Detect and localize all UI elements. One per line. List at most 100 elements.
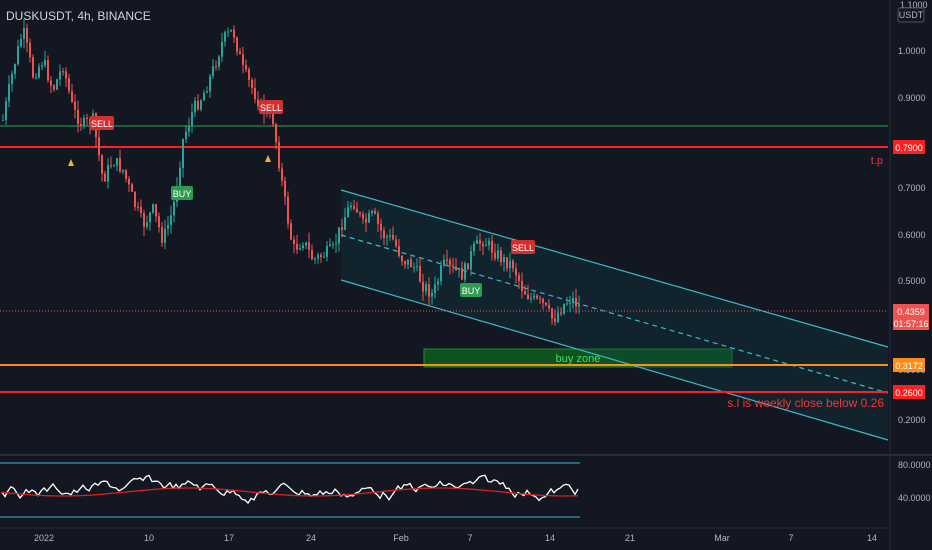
candle-body (332, 244, 334, 246)
candle-body (500, 250, 502, 263)
candle-body (524, 291, 526, 295)
candle-body (467, 263, 469, 270)
candle-body (245, 64, 247, 70)
candle-body (350, 205, 352, 208)
current-price-text: 0.4359 (897, 307, 925, 317)
candle-body (149, 212, 151, 223)
candle-body (158, 216, 160, 228)
candle-body (548, 304, 550, 309)
candle-body (209, 75, 211, 92)
candle-body (26, 28, 28, 43)
candle-body (470, 251, 472, 270)
candle-body (365, 218, 367, 223)
candle-body (446, 259, 448, 261)
sell-tag-1[interactable]: SELL (90, 116, 114, 130)
currency-box[interactable] (897, 7, 925, 23)
candle-body (527, 294, 529, 300)
channel-mid-line[interactable] (340, 234, 889, 394)
candle-body (272, 112, 274, 125)
buy-tag-1-text: BUY (173, 189, 192, 199)
candle-body (572, 297, 574, 303)
buy-zone-price-tag (893, 358, 925, 372)
candle-body (14, 64, 16, 74)
candle-body (335, 243, 337, 245)
date-label-0: 2022 (34, 533, 54, 543)
sell-tag-3[interactable]: SELL (511, 240, 535, 254)
buy-tag-1[interactable]: BUY (171, 186, 193, 200)
date-label-5: 7 (467, 533, 472, 543)
candle-body (32, 57, 34, 78)
candle-body (389, 235, 391, 237)
candle-body (38, 66, 40, 78)
candle-body (545, 302, 547, 305)
symbol-title[interactable]: DUSKUSDT, 4h, BINANCE (6, 9, 151, 23)
candle-body (326, 246, 328, 257)
candle-body (293, 239, 295, 244)
candle-body (431, 292, 433, 297)
candle-body (5, 101, 7, 120)
candle-body (80, 124, 82, 126)
candle-body (20, 38, 22, 47)
candle-body (224, 32, 226, 42)
candle-body (104, 173, 106, 182)
candle-body (407, 259, 409, 265)
candle-body (299, 248, 301, 250)
candle-body (2, 119, 4, 121)
stop-note: s.l is weekly close below 0.26 (727, 396, 884, 410)
candle-body (437, 281, 439, 285)
candle-body (83, 117, 85, 126)
candle-body (200, 100, 202, 110)
sell-tag-2-text: SELL (260, 103, 282, 113)
price-tick-5: 0.5000 (898, 276, 926, 286)
candle-body (227, 31, 229, 33)
tp-price-tag (893, 140, 925, 154)
candle-body (35, 77, 37, 79)
countdown-text: 01:57:16 (893, 319, 928, 329)
candle-body (257, 99, 259, 107)
buy-tag-2[interactable]: BUY (460, 283, 482, 297)
candle-body (443, 259, 445, 266)
candle-body (377, 213, 379, 224)
candle-body (473, 243, 475, 252)
candle-body (428, 284, 430, 297)
candle-body (461, 267, 463, 280)
stop-price-text: 0.2600 (895, 388, 923, 398)
candle-body (563, 303, 565, 314)
candle-body (452, 264, 454, 267)
candle-body (50, 80, 52, 86)
candle-body (317, 254, 319, 259)
candle-body (152, 204, 154, 213)
candle-body (254, 87, 256, 100)
candle-body (74, 101, 76, 110)
rsi-ma-line (1, 487, 579, 497)
candle-body (101, 155, 103, 174)
candle-body (65, 71, 67, 79)
candle-body (230, 29, 232, 32)
candle-body (554, 318, 556, 322)
candle-body (380, 223, 382, 231)
candle-body (455, 266, 457, 271)
channel-lower-line[interactable] (340, 279, 889, 441)
tp-label: t.p (871, 155, 883, 167)
candle-body (401, 255, 403, 262)
warning-icon-1 (68, 159, 74, 166)
candle-body (308, 242, 310, 250)
channel-upper-line[interactable] (340, 189, 889, 348)
candle-body (476, 240, 478, 244)
sell-tag-2[interactable]: SELL (259, 100, 283, 114)
candle-body (8, 84, 10, 102)
candle-body (47, 60, 49, 81)
candle-body (305, 242, 307, 246)
candle-body (371, 211, 373, 214)
candle-body (164, 228, 166, 243)
candle-body (347, 207, 349, 217)
date-label-8: Mar (714, 533, 730, 543)
candle-body (251, 79, 253, 88)
candle-body (281, 168, 283, 181)
candle-body (419, 266, 421, 282)
candle-body (398, 245, 400, 256)
candle-body (221, 41, 223, 57)
candle-body (107, 165, 109, 182)
